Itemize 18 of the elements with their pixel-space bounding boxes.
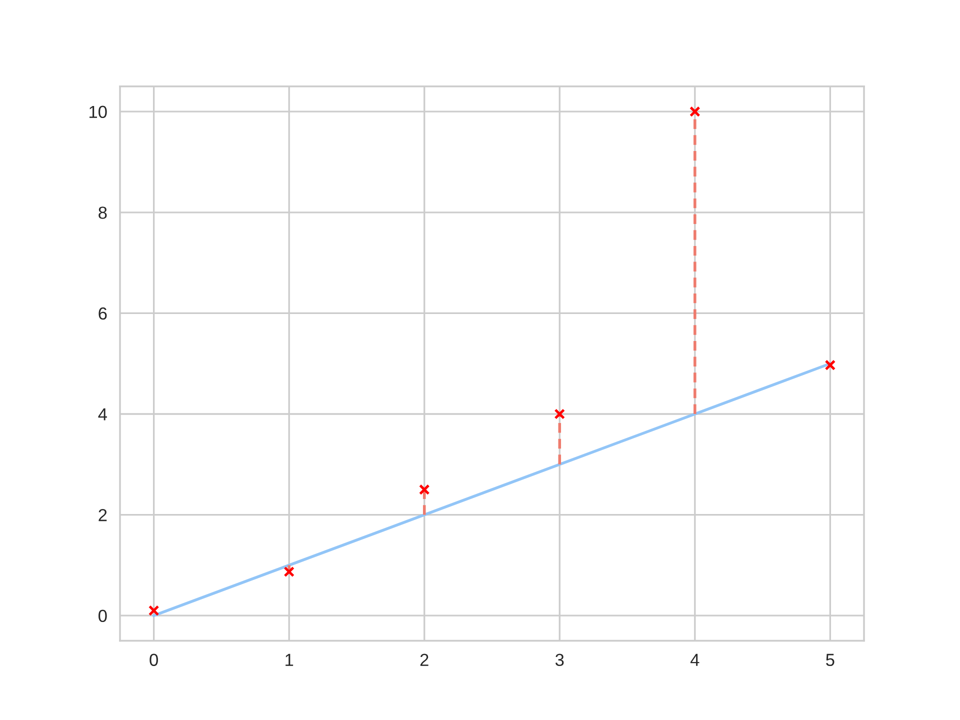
point: [418, 484, 430, 496]
y-tick-label: 4: [98, 408, 107, 420]
x-tick-label: 5: [826, 654, 834, 666]
point: [284, 566, 295, 578]
point: [148, 605, 160, 616]
y-tick-label: 2: [98, 508, 107, 522]
x-tick-label: 0: [150, 654, 158, 666]
point: [554, 408, 566, 420]
point: [824, 360, 836, 371]
y-tick-label: 6: [98, 307, 107, 320]
x-tick-label: 1: [286, 654, 294, 666]
x-tick-label: 4: [690, 654, 700, 666]
y-tick-label: 8: [98, 206, 107, 219]
y-tick-label: 10: [90, 106, 107, 118]
x-tick-label: 3: [555, 654, 564, 666]
x-tick-label: 2: [420, 654, 428, 666]
point: [689, 106, 700, 118]
y-tick-label: 0: [98, 610, 107, 622]
